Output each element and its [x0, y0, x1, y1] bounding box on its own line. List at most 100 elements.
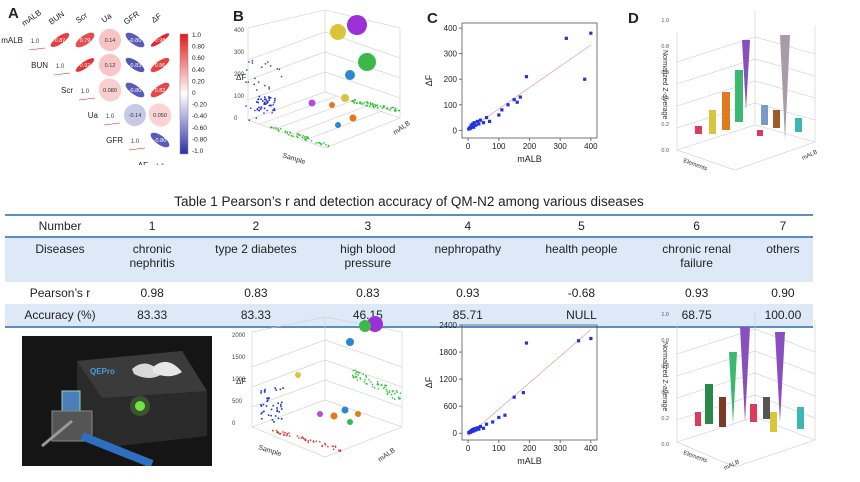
f-point-red: [332, 448, 335, 450]
f-point-red: [283, 433, 285, 436]
panel-g-scatter: 0 100 200 300 400 0 600 1200 1800 2400 mALB ΔF: [424, 321, 598, 466]
b-point-green: [303, 137, 305, 139]
trend-line: [467, 44, 592, 131]
colorbar-tick: 0.80: [192, 44, 205, 51]
f-point-green: [399, 392, 402, 394]
f-point-green: [356, 379, 359, 381]
f-point-blue: [260, 405, 263, 407]
f-ytick: 0: [232, 421, 236, 427]
f-point-red: [298, 437, 300, 439]
f-point-green: [352, 375, 355, 378]
b-ytick: 100: [234, 94, 245, 100]
f-point-green: [385, 388, 387, 391]
data-point: [515, 100, 519, 104]
b-point-blue: [258, 109, 261, 112]
data-point: [477, 427, 481, 431]
f-point-red: [303, 438, 305, 440]
f-point-green: [376, 381, 379, 383]
f-point-red: [321, 445, 324, 447]
d-bar-yellow: [709, 110, 716, 134]
b-point-blue: [274, 97, 276, 100]
table-accuracy-cell: 83.33: [115, 304, 190, 328]
f-point-red: [276, 431, 278, 434]
data-point: [518, 95, 522, 99]
colorbar-tick: 0.20: [192, 78, 205, 85]
b-point-blue: [267, 101, 269, 103]
b-point-green: [295, 135, 298, 137]
table-accuracy-cell: Accuracy (%): [5, 304, 115, 328]
b-point-green: [277, 130, 280, 132]
f-point-red: [288, 435, 291, 437]
table-header-cell: Number: [5, 214, 115, 238]
b-point-blue: [273, 107, 276, 110]
f-point-red: [284, 431, 286, 434]
d-bar-cyan: [795, 118, 802, 132]
data-point: [481, 426, 486, 430]
corr-diag-value: 1.0: [56, 64, 65, 70]
x-tick-label: 0: [466, 142, 471, 151]
y-tick-label: 0: [453, 429, 458, 438]
f-point-blue: [266, 399, 269, 401]
corr-value: 0.79: [80, 38, 91, 44]
x-tick-label: 300: [554, 142, 568, 151]
corr-ellipse: [150, 57, 170, 73]
f-point-blue: [260, 412, 263, 415]
corr-ellipse: [123, 103, 147, 127]
data-point: [472, 121, 476, 125]
corr-value: 0.12: [105, 63, 116, 69]
f-point-green: [352, 369, 355, 372]
colorbar-tick: -0.20: [192, 102, 207, 109]
b-point-blue: [268, 88, 270, 90]
h-cone-violet: [775, 332, 785, 422]
b-point-blue: [268, 86, 270, 88]
table-accuracy-cell: 68.75: [640, 304, 753, 328]
b-point-blue: [260, 98, 262, 101]
table-disease-cell: Diseases: [5, 237, 115, 282]
b-point-blue: [245, 81, 247, 83]
b-point-green: [301, 136, 304, 138]
f-point-green: [352, 374, 354, 377]
bubble-violet-small: [308, 99, 316, 107]
b-point-blue: [263, 107, 266, 110]
table-caption: Table 1 Pearson’s r and detection accura…: [174, 194, 644, 209]
b-point-green: [270, 126, 273, 128]
f-point-red: [334, 446, 337, 448]
table-disease-cell: others: [752, 237, 813, 282]
f-point-red: [282, 431, 284, 433]
table-disease-cell: chronic renal failure: [640, 237, 753, 282]
corr-row-label: ΔF: [138, 161, 148, 165]
panel-b-3d-scatter: 400 300 200 100 0 ΔF Sample mALB: [234, 9, 412, 166]
b-point-blue: [273, 109, 276, 112]
f-point-green: [357, 371, 360, 374]
f-point-green: [394, 398, 396, 400]
f-point-blue: [276, 410, 278, 413]
corr-diag-value: 1.0: [31, 39, 40, 45]
b-point-blue: [260, 106, 263, 109]
corr-ellipse: [150, 132, 170, 148]
colorbar-tick: -0.80: [192, 136, 207, 143]
data-point: [470, 429, 474, 434]
b-point-green: [360, 102, 362, 104]
b-ytick: 300: [234, 50, 245, 56]
f-point-blue: [275, 389, 278, 391]
b-point-green: [318, 142, 321, 144]
panel-f-3d-scatter: 2000 1500 1000 500 0 ΔF Sample mALB: [232, 316, 403, 464]
b-point-green: [397, 109, 400, 112]
b-point-green: [286, 131, 288, 133]
y-tick-label: 200: [444, 75, 458, 84]
f-point-red: [337, 449, 340, 452]
b-point-blue: [268, 96, 270, 98]
b-point-green: [298, 134, 301, 137]
colorbar-tick: -1.0: [192, 148, 204, 155]
h-ztick: 0.0: [661, 442, 669, 448]
f-point-green: [355, 371, 357, 374]
bubble-blue-small: [335, 122, 341, 128]
data-point: [589, 31, 593, 35]
f-point-red: [271, 429, 274, 432]
b-point-green: [377, 107, 379, 109]
panel-label-c: C: [427, 10, 438, 27]
f-point-red: [277, 431, 279, 434]
table-pearson-cell: 0.93: [640, 282, 753, 304]
f-point-blue: [274, 415, 277, 417]
b-ytick: 0: [234, 116, 238, 122]
